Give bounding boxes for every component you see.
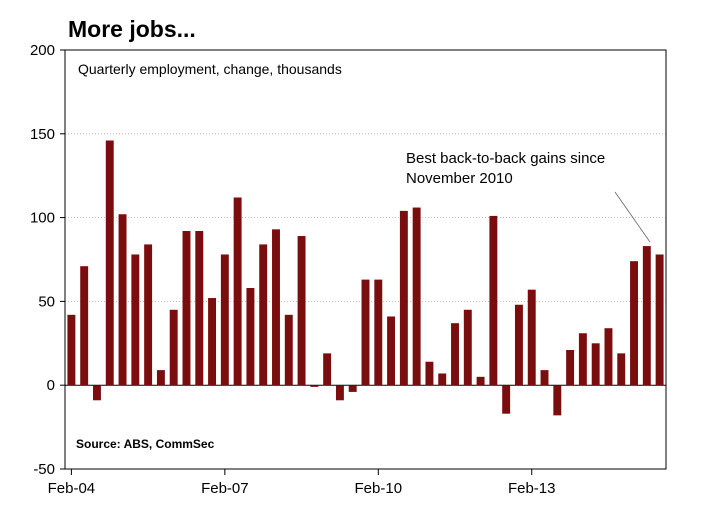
bars-layer [67, 140, 664, 416]
bar [144, 244, 153, 386]
bar [156, 370, 165, 386]
bar [80, 266, 89, 386]
y-tick-label: 100 [30, 210, 55, 227]
bar [284, 314, 293, 386]
chart-title: More jobs... [68, 16, 196, 42]
x-tick-label: Feb-07 [201, 480, 249, 497]
annotation-line-1: Best back-to-back gains since [406, 150, 605, 167]
bar [361, 279, 370, 386]
bar [233, 197, 242, 386]
bar [553, 385, 562, 416]
bar [399, 210, 408, 386]
bar [566, 350, 575, 386]
bar [374, 279, 383, 386]
annotation-line-2: November 2010 [406, 170, 513, 187]
x-axis: Feb-04 Feb-07 Feb-10 Feb-13 [48, 469, 556, 497]
bar [489, 215, 498, 386]
bar [297, 236, 306, 386]
bar [220, 254, 229, 386]
bar [412, 207, 421, 386]
bar [642, 246, 651, 386]
bar [169, 309, 178, 386]
x-tick-label: Feb-13 [508, 480, 556, 497]
bar [335, 385, 344, 401]
bar [591, 343, 600, 386]
annotation: Best back-to-back gains since November 2… [406, 150, 609, 187]
bar [617, 353, 626, 386]
source-note: Source: ABS, CommSec [76, 437, 215, 451]
bar [67, 314, 76, 386]
annotation-leader [614, 191, 651, 243]
bar [514, 304, 523, 386]
bar [118, 214, 127, 386]
y-tick-label: 150 [30, 126, 55, 143]
bar [93, 385, 101, 401]
bar [323, 353, 332, 386]
bar [195, 231, 204, 386]
bar [527, 289, 536, 386]
y-tick-label: 50 [38, 293, 55, 310]
bar [604, 328, 613, 386]
y-axis: -50 0 50 100 150 200 [30, 42, 65, 478]
bar [131, 254, 140, 386]
bar [463, 309, 472, 386]
bar [259, 244, 268, 386]
bar [208, 298, 217, 386]
bar [105, 140, 114, 386]
bar [578, 333, 587, 386]
bar [348, 385, 357, 392]
x-tick-label: Feb-10 [355, 480, 403, 497]
chart-subtitle: Quarterly employment, change, thousands [78, 61, 342, 77]
bar [387, 316, 396, 386]
bar [310, 385, 319, 387]
bar [246, 287, 255, 386]
bar [540, 370, 549, 386]
y-tick-label: 200 [30, 42, 55, 59]
bar [272, 229, 280, 386]
bar [451, 323, 459, 386]
plot-frame [64, 49, 667, 470]
y-tick-label: -50 [33, 461, 55, 478]
bar [438, 373, 447, 386]
bar [476, 376, 485, 386]
bar [655, 254, 664, 386]
bar [182, 231, 191, 386]
bar [425, 361, 434, 386]
x-tick-label: Feb-04 [48, 480, 96, 497]
y-tick-label: 0 [47, 377, 55, 394]
bar [630, 261, 638, 386]
bar [502, 385, 511, 414]
